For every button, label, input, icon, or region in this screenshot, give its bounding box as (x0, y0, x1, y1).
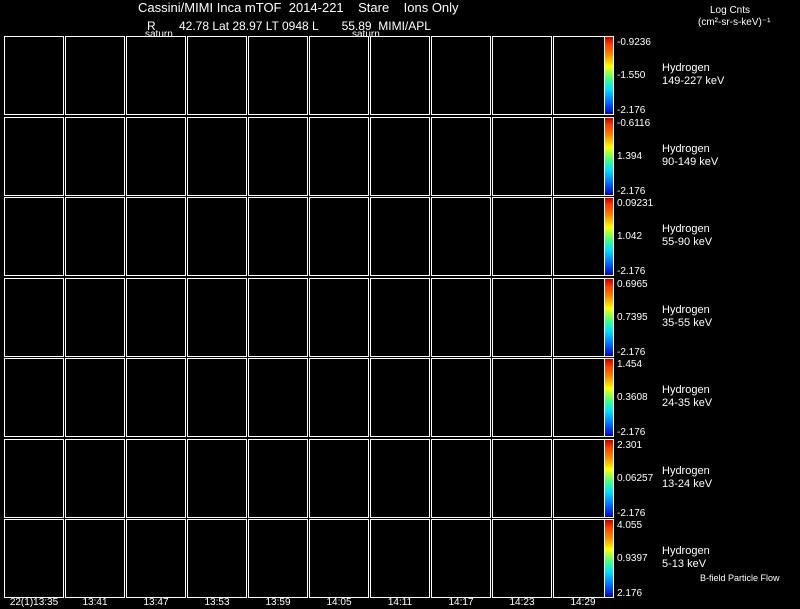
saturn-label-2: saturn (352, 29, 380, 40)
units-label: Log Cnts (710, 5, 751, 16)
units-label-2: (cm²-sr-s-keV)⁻¹ (698, 17, 771, 28)
saturn-label-1: saturn (145, 29, 173, 40)
figure-title: Cassini/MIMI Inca mTOF 2014-221 Stare Io… (138, 0, 459, 15)
figure-subtitle: R 42.78 Lat 28.97 LT 0948 L 55.89 MIMI/A… (147, 19, 431, 33)
